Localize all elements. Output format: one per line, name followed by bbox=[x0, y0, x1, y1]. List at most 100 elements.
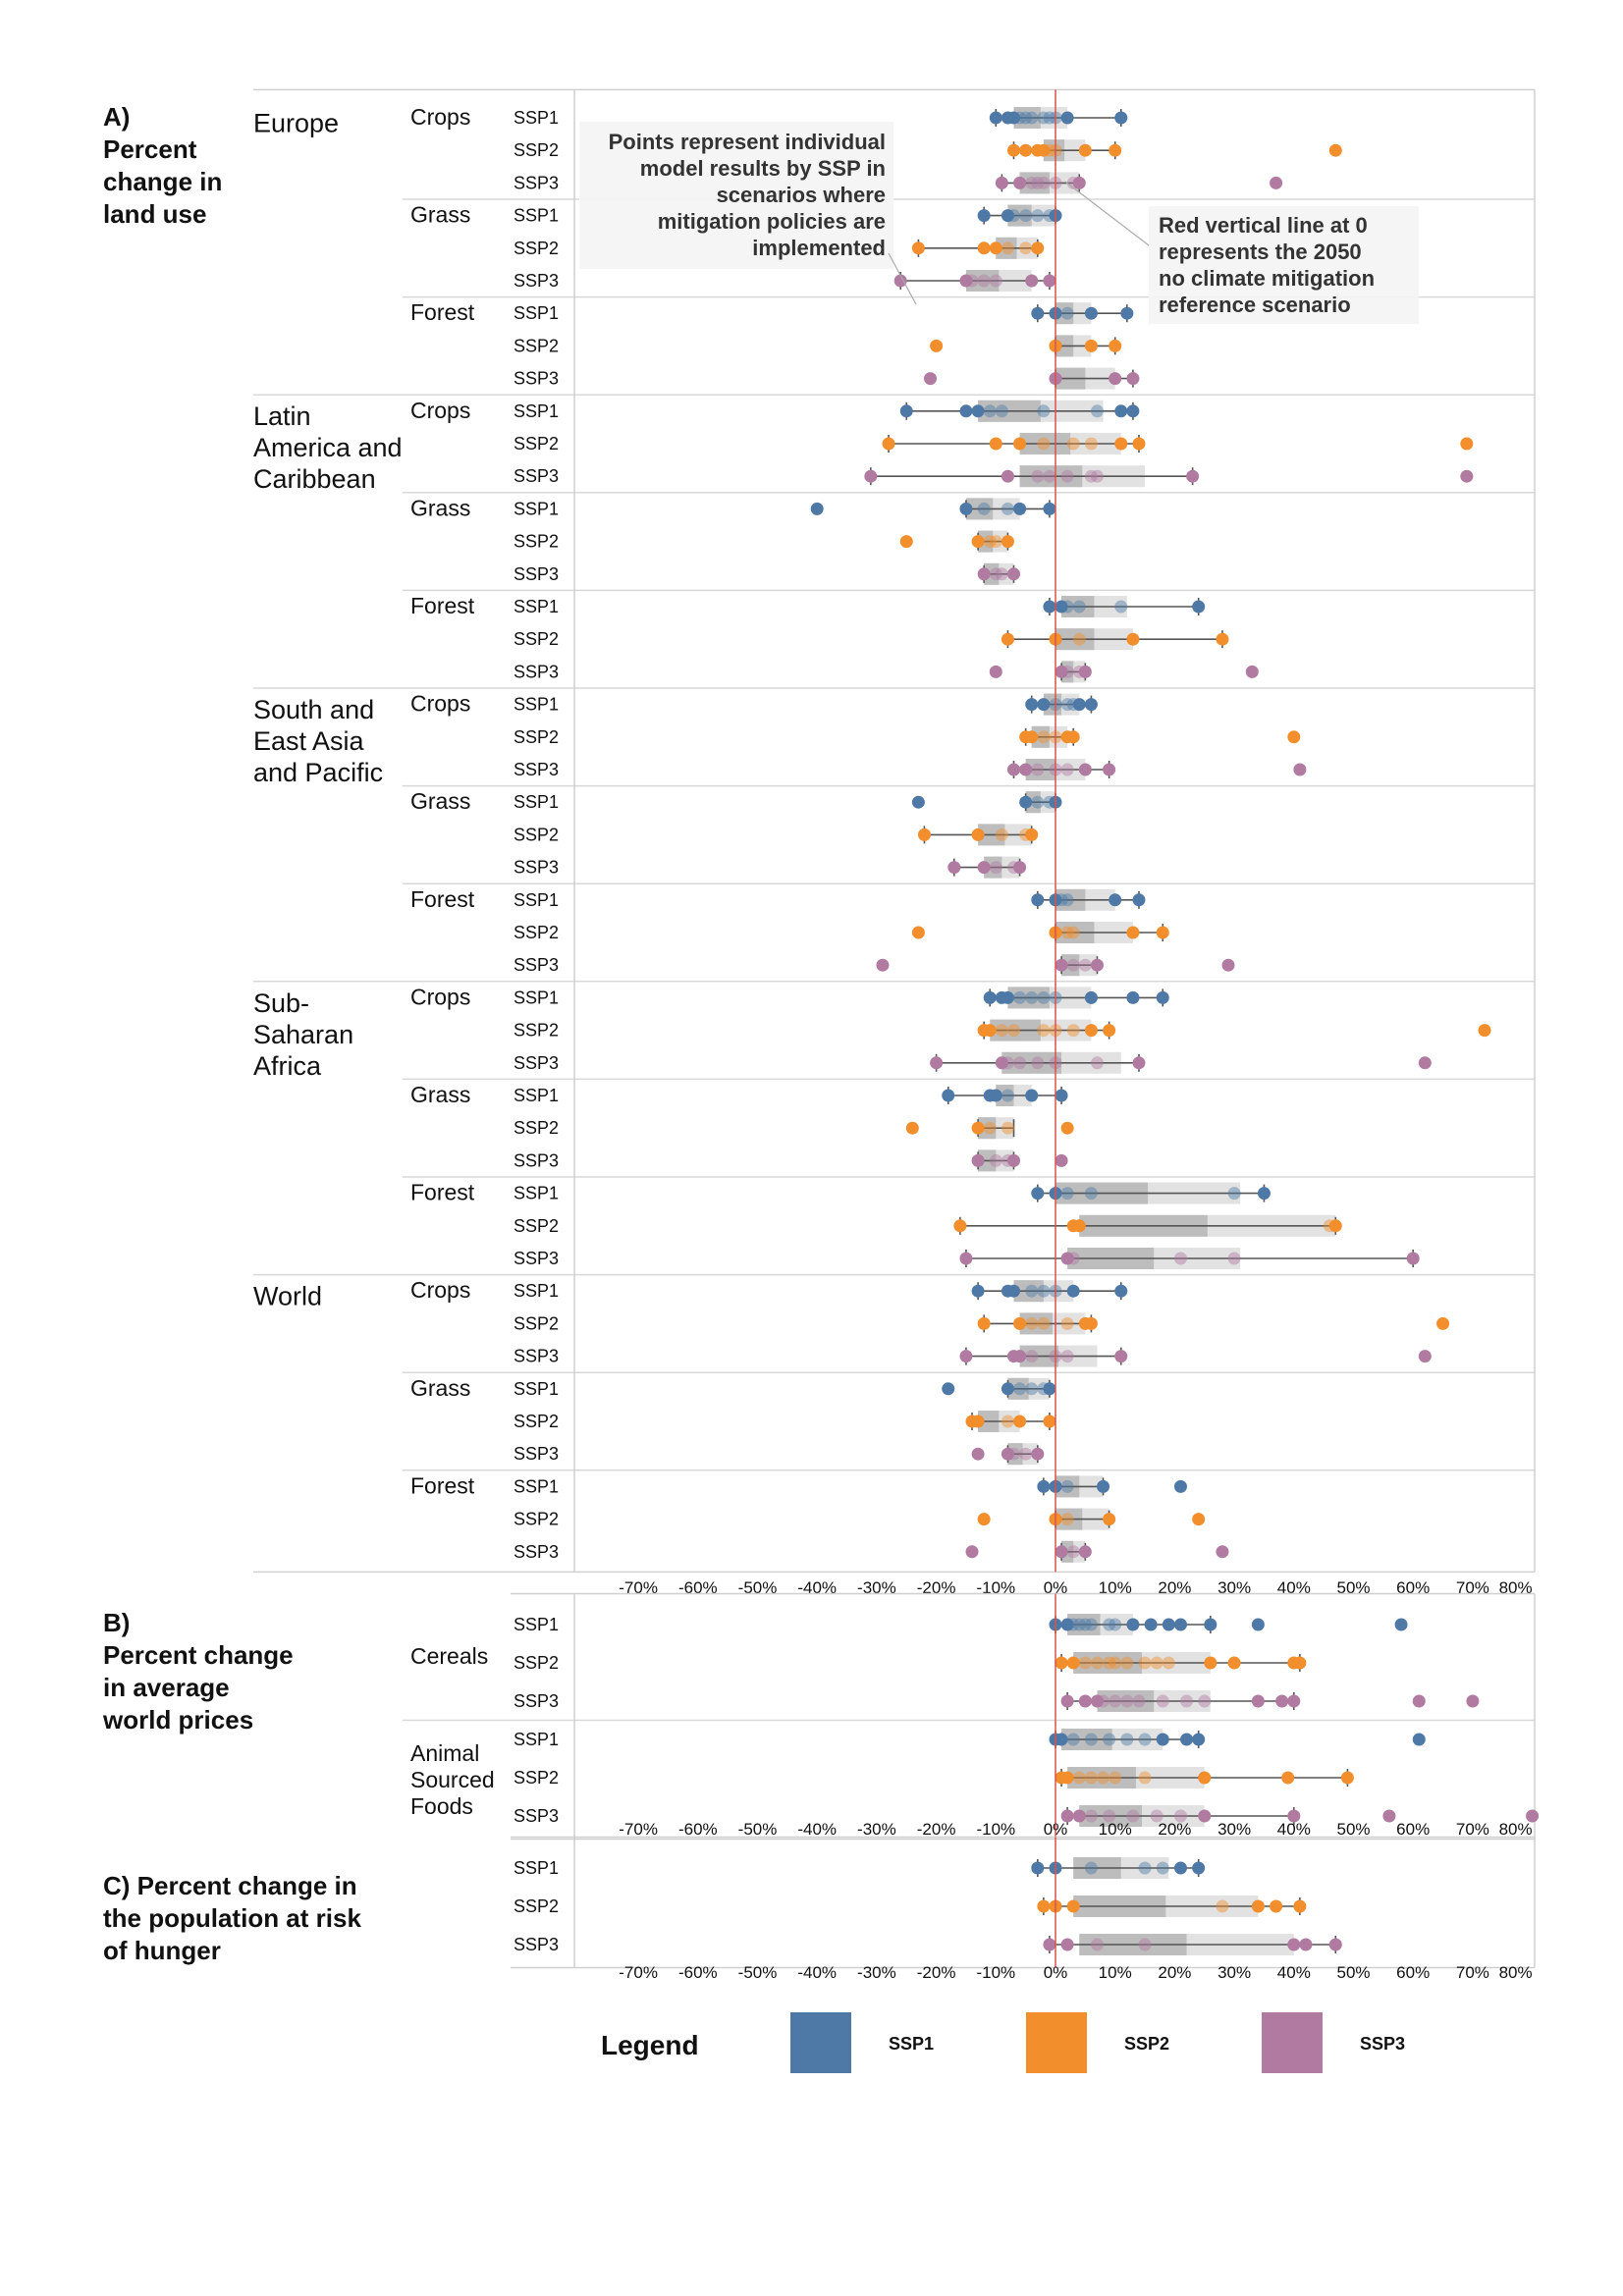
data-row: SSP2 bbox=[514, 1312, 1450, 1335]
data-point-ssp3 bbox=[1013, 1350, 1027, 1363]
legend-swatch-ssp2 bbox=[1026, 2012, 1087, 2073]
data-point-ssp2 bbox=[1090, 1656, 1104, 1670]
data-point-ssp1 bbox=[1257, 1187, 1271, 1201]
data-point-ssp3 bbox=[1001, 469, 1014, 483]
annotation-text: scenarios where bbox=[717, 183, 886, 207]
data-row: SSP3 bbox=[514, 661, 1259, 683]
data-point-ssp1 bbox=[1013, 1382, 1027, 1396]
data-row: SSP3 bbox=[514, 1248, 1420, 1269]
ssp-label: SSP2 bbox=[514, 923, 559, 942]
data-point-ssp2 bbox=[1162, 1656, 1175, 1670]
data-point-ssp2 bbox=[1025, 730, 1039, 744]
data-point-ssp2 bbox=[1478, 1024, 1491, 1038]
ssp-label: SSP3 bbox=[514, 564, 559, 584]
data-point-ssp3 bbox=[1031, 1056, 1045, 1070]
region-label: Saharan bbox=[253, 1020, 353, 1049]
data-point-ssp3 bbox=[1072, 176, 1086, 189]
ssp-label: SSP2 bbox=[514, 336, 559, 355]
data-point-ssp3 bbox=[1078, 1545, 1092, 1559]
data-point-ssp2 bbox=[1126, 632, 1140, 646]
data-point-ssp1 bbox=[1025, 1382, 1039, 1396]
data-point-ssp2 bbox=[1013, 1415, 1027, 1428]
data-point-ssp3 bbox=[1031, 763, 1045, 776]
data-point-ssp2 bbox=[1132, 437, 1146, 451]
x-tick-label: -70% bbox=[619, 1578, 658, 1597]
data-point-ssp3 bbox=[1060, 763, 1074, 776]
data-point-ssp2 bbox=[1043, 1415, 1056, 1428]
data-point-ssp2 bbox=[1066, 437, 1080, 451]
data-point-ssp3 bbox=[1109, 1694, 1122, 1708]
x-tick-label: 0% bbox=[1044, 1820, 1068, 1839]
data-point-ssp1 bbox=[1066, 1284, 1080, 1298]
data-point-ssp3 bbox=[989, 1153, 1002, 1167]
data-row: SSP1 bbox=[514, 1614, 1408, 1635]
data-point-ssp3 bbox=[1031, 1447, 1045, 1461]
ssp-label: SSP3 bbox=[514, 955, 559, 975]
data-point-ssp1 bbox=[1084, 990, 1098, 1004]
data-point-ssp1 bbox=[1156, 1861, 1169, 1875]
data-point-ssp2 bbox=[1251, 1899, 1265, 1913]
data-point-ssp3 bbox=[893, 274, 907, 288]
section-title: land use bbox=[103, 199, 206, 229]
data-point-ssp1 bbox=[1144, 1618, 1158, 1631]
data-point-ssp2 bbox=[1192, 1513, 1206, 1526]
data-point-ssp3 bbox=[1097, 1694, 1110, 1708]
section-title: the population at risk bbox=[103, 1903, 361, 1933]
section-title: A) bbox=[103, 102, 130, 132]
data-point-ssp2 bbox=[1037, 1899, 1051, 1913]
ssp-label: SSP3 bbox=[514, 662, 559, 681]
data-point-ssp3 bbox=[1418, 1350, 1432, 1363]
data-row: SSP2 bbox=[514, 725, 1301, 748]
data-point-ssp2 bbox=[977, 241, 991, 255]
category-label: Cereals bbox=[410, 1643, 488, 1669]
data-point-ssp2 bbox=[899, 535, 913, 549]
data-point-ssp2 bbox=[1001, 1415, 1014, 1428]
data-point-ssp3 bbox=[977, 274, 991, 288]
data-point-ssp3 bbox=[1066, 1252, 1080, 1265]
data-point-ssp3 bbox=[965, 1545, 979, 1559]
data-row: SSP3 bbox=[514, 562, 1021, 585]
data-row: SSP1 bbox=[514, 204, 1062, 227]
x-tick-label: -10% bbox=[976, 1820, 1015, 1839]
x-tick-label: -30% bbox=[857, 1963, 896, 1982]
data-row: SSP3 bbox=[514, 954, 1235, 977]
ssp-label: SSP3 bbox=[514, 1691, 559, 1711]
ssp-label: SSP3 bbox=[514, 1053, 559, 1073]
x-tick-label: -20% bbox=[917, 1578, 956, 1597]
data-point-ssp1 bbox=[1060, 1618, 1074, 1631]
x-tick-label: 70% bbox=[1456, 1820, 1489, 1839]
data-point-ssp1 bbox=[1126, 1618, 1140, 1631]
data-point-ssp3 bbox=[1156, 1694, 1169, 1708]
ssp-label: SSP2 bbox=[514, 1412, 559, 1431]
data-point-ssp2 bbox=[989, 535, 1002, 549]
data-point-ssp3 bbox=[1109, 372, 1122, 386]
data-point-ssp1 bbox=[1173, 1861, 1187, 1875]
x-tick-label: 60% bbox=[1396, 1578, 1430, 1597]
data-point-ssp3 bbox=[1287, 1694, 1301, 1708]
data-row: SSP3 bbox=[514, 1540, 1229, 1563]
data-point-ssp1 bbox=[1031, 795, 1045, 809]
data-point-ssp2 bbox=[1019, 143, 1033, 157]
data-point-ssp1 bbox=[1204, 1618, 1217, 1631]
data-point-ssp2 bbox=[977, 1316, 991, 1330]
data-point-ssp1 bbox=[971, 1284, 985, 1298]
data-point-ssp1 bbox=[1043, 111, 1056, 125]
data-point-ssp3 bbox=[1251, 1694, 1265, 1708]
data-point-ssp1 bbox=[1001, 502, 1014, 515]
legend-swatch-ssp1 bbox=[790, 2012, 851, 2073]
annotation-text: implemented bbox=[752, 236, 886, 260]
region-label: and Pacific bbox=[253, 758, 383, 787]
data-point-ssp2 bbox=[1031, 241, 1045, 255]
data-point-ssp1 bbox=[983, 404, 997, 418]
data-point-ssp3 bbox=[1025, 1350, 1039, 1363]
data-point-ssp1 bbox=[1060, 893, 1074, 907]
x-tick-label: 20% bbox=[1158, 1578, 1191, 1597]
data-row: SSP1 bbox=[514, 1280, 1128, 1303]
data-row: SSP3 bbox=[514, 367, 1140, 390]
data-point-ssp1 bbox=[1060, 306, 1074, 320]
data-point-ssp2 bbox=[1001, 535, 1014, 549]
data-row: SSP3 bbox=[514, 1934, 1342, 1955]
ssp-label: SSP2 bbox=[514, 825, 559, 844]
data-point-ssp1 bbox=[1251, 1618, 1265, 1631]
data-point-ssp2 bbox=[1025, 828, 1039, 841]
